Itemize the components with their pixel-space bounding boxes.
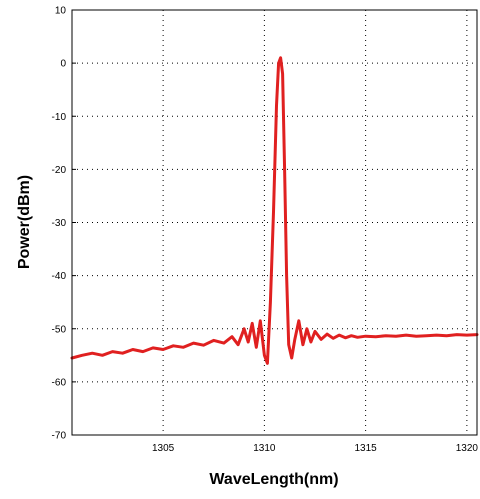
- y-tick-label: 0: [60, 59, 66, 70]
- y-tick-label: -30: [52, 218, 67, 229]
- x-tick-label: 1310: [253, 443, 276, 454]
- y-tick-label: -10: [52, 112, 67, 123]
- y-tick-label: -70: [52, 431, 67, 442]
- y-tick-label: -20: [52, 165, 67, 176]
- y-tick-label: -50: [52, 324, 67, 335]
- y-tick-label: -60: [52, 377, 67, 388]
- series-group: [70, 56, 479, 365]
- y-tick-label: 10: [55, 6, 67, 17]
- plot-frame: [71, 9, 478, 436]
- x-tick-label: 1315: [355, 443, 378, 454]
- tick-labels: 10 0 -10 -20 -30 -40 -50 -60 -70 1305 1310 1315 1320: [52, 6, 479, 455]
- series-line-0: [70, 56, 479, 365]
- x-axis-label: WaveLength(nm): [209, 471, 338, 488]
- x-tick-label: 1320: [456, 443, 479, 454]
- x-tick-label: 1305: [152, 443, 175, 454]
- y-axis-label: Power(dBm): [16, 175, 33, 269]
- y-tick-label: -40: [52, 271, 67, 282]
